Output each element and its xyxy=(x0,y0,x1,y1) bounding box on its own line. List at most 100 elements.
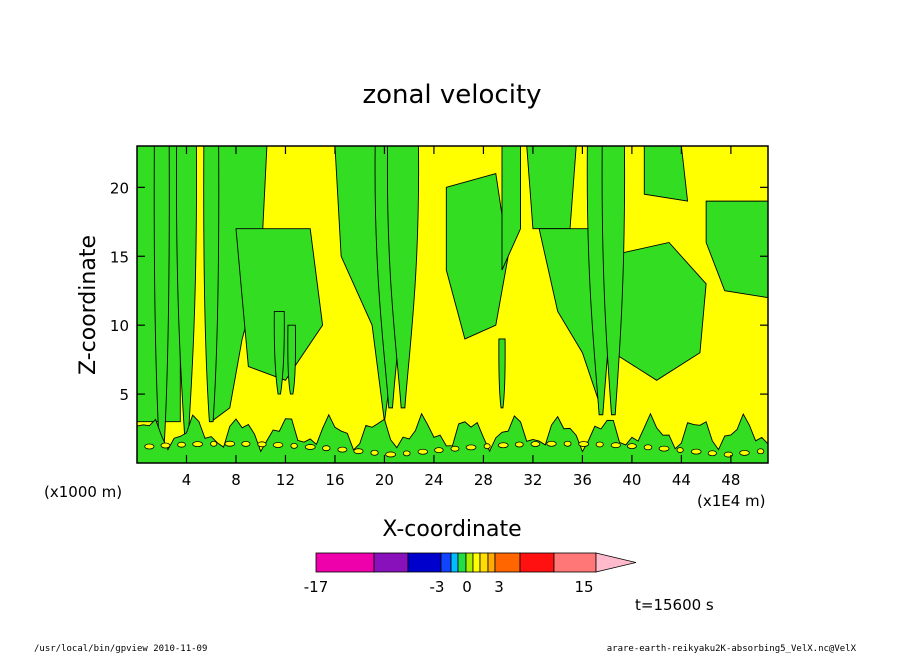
positive-velocity-speck xyxy=(160,442,171,449)
x-tick-label: 32 xyxy=(523,471,542,489)
negative-velocity-region xyxy=(273,310,285,395)
positive-velocity-speck xyxy=(177,441,186,448)
x-axis-ticks: 4 8 12 16 20 24 28 32 36 40 44 48 xyxy=(182,146,740,489)
positive-velocity-speck xyxy=(224,440,236,447)
colorbar-label: 3 xyxy=(494,578,504,596)
negative-velocity-region xyxy=(203,146,220,423)
x-tick-label: 28 xyxy=(474,471,493,489)
footer-right: arare-earth-reikyaku2K-absorbing5_VelX.n… xyxy=(607,644,857,654)
x-tick-label: 36 xyxy=(573,471,592,489)
negative-velocity-region xyxy=(643,146,689,202)
positive-velocity-speck xyxy=(385,451,397,458)
x-tick-label: 4 xyxy=(182,471,192,489)
positive-velocity-speck xyxy=(707,450,717,457)
colorbar: -17 -3 0 3 15 xyxy=(304,552,637,596)
positive-velocity-speck xyxy=(514,441,524,448)
y-axis-ticks: 5 10 15 20 xyxy=(110,179,768,404)
positive-velocity-speck xyxy=(322,445,331,452)
positive-velocity-speck xyxy=(402,450,411,457)
positive-velocity-speck xyxy=(304,444,316,450)
chart-title: zonal velocity xyxy=(362,80,541,110)
x-tick-label: 16 xyxy=(325,471,344,489)
positive-velocity-speck xyxy=(756,448,765,455)
y-tick-label: 10 xyxy=(110,317,129,335)
negative-velocity-region xyxy=(601,146,626,416)
x-tick-label: 8 xyxy=(231,471,241,489)
positive-velocity-speck xyxy=(739,449,750,456)
negative-velocity-region xyxy=(526,146,577,230)
time-annotation: t=15600 s xyxy=(635,596,714,614)
negative-velocity-region xyxy=(386,146,420,409)
positive-velocity-speck xyxy=(192,441,203,448)
positive-velocity-speck xyxy=(595,441,604,448)
x-tick-label: 12 xyxy=(276,471,295,489)
colorbar-cell xyxy=(479,552,489,573)
y-tick-label: 5 xyxy=(119,386,129,404)
positive-velocity-speck xyxy=(434,447,444,454)
positive-velocity-speck xyxy=(257,441,267,448)
positive-velocity-speck xyxy=(353,448,364,455)
colorbar-cell xyxy=(457,552,467,573)
positive-velocity-speck xyxy=(272,442,284,448)
y-units-label: (x1000 m) xyxy=(44,483,122,501)
colorbar-label: -3 xyxy=(430,578,445,596)
negative-velocity-region xyxy=(705,200,768,299)
negative-velocity-region xyxy=(501,146,521,271)
y-axis-label: Z-coordinate xyxy=(76,235,101,375)
positive-velocity-speck xyxy=(627,443,637,450)
positive-velocity-speck xyxy=(676,447,684,453)
positive-velocity-speck xyxy=(370,449,379,456)
positive-velocity-speck xyxy=(465,444,477,451)
positive-velocity-speck xyxy=(497,442,509,449)
footer-left: /usr/local/bin/gpview 2010-11-09 xyxy=(34,644,207,654)
y-tick-label: 15 xyxy=(110,248,129,266)
positive-velocity-speck xyxy=(417,448,428,455)
colorbar-arrow xyxy=(595,552,637,573)
colorbar-label: 15 xyxy=(574,578,593,596)
positive-velocity-speck xyxy=(483,443,491,450)
negative-velocity-region xyxy=(137,412,768,463)
colorbar-cell xyxy=(315,552,375,573)
x-tick-label: 40 xyxy=(622,471,641,489)
colorbar-cell xyxy=(407,552,442,573)
plot-frame xyxy=(136,145,769,464)
negative-velocity-region xyxy=(498,338,506,409)
colorbar-cell xyxy=(450,552,459,573)
colorbar-cell xyxy=(472,552,481,573)
colorbar-label: 0 xyxy=(462,578,472,596)
colorbar-cell xyxy=(553,552,597,573)
positive-velocity-speck xyxy=(563,440,572,447)
x-axis-label: X-coordinate xyxy=(382,517,521,542)
x-tick-label: 44 xyxy=(672,471,691,489)
colorbar-cell xyxy=(519,552,555,573)
colorbar-cell xyxy=(487,552,496,573)
positive-velocity-speck xyxy=(658,445,670,452)
positive-velocity-speck xyxy=(241,440,251,447)
positive-velocity-speck xyxy=(546,440,557,447)
contour-field xyxy=(137,146,768,463)
positive-velocity-speck xyxy=(144,443,155,450)
positive-velocity-speck xyxy=(690,448,702,455)
x-tick-label: 48 xyxy=(721,471,740,489)
colorbar-label: -17 xyxy=(304,578,329,596)
positive-velocity-speck xyxy=(530,441,541,447)
x-units-label: (x1E4 m) xyxy=(697,492,766,510)
negative-velocity-region xyxy=(287,324,296,395)
negative-velocity-region xyxy=(235,228,324,381)
colorbar-cell xyxy=(465,552,474,573)
x-tick-label: 24 xyxy=(424,471,443,489)
positive-velocity-speck xyxy=(337,446,348,453)
y-tick-label: 20 xyxy=(110,179,129,197)
positive-velocity-speck xyxy=(290,442,298,449)
negative-velocity-region xyxy=(445,172,509,340)
x-tick-label: 20 xyxy=(375,471,394,489)
positive-velocity-speck xyxy=(210,440,218,447)
positive-velocity-speck xyxy=(643,444,653,451)
colorbar-cell xyxy=(373,552,409,573)
colorbar-cell xyxy=(494,552,521,573)
positive-velocity-speck xyxy=(578,441,590,447)
positive-velocity-speck xyxy=(610,442,621,449)
